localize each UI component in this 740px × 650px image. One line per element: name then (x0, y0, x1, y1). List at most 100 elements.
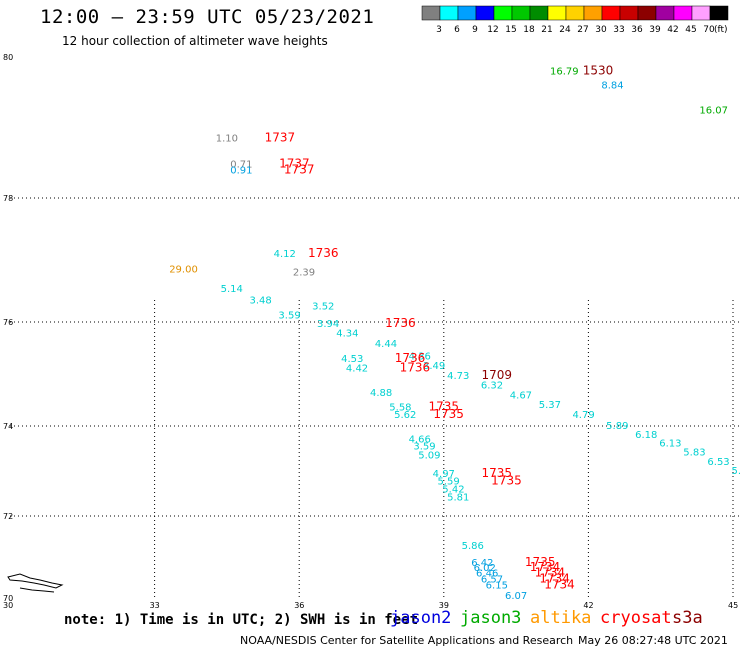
legend-swatch (421, 5, 441, 21)
wave-height-value: 4.97 (433, 469, 455, 480)
map-grid (10, 197, 740, 598)
lat-label: 74 (3, 422, 13, 431)
legend-swatch (655, 5, 675, 21)
lat-label: 70 (3, 594, 13, 603)
satellite-legend-item: jason3 (460, 608, 522, 628)
lat-label: 80 (3, 53, 13, 62)
observation-time: 1709 (482, 368, 513, 382)
observation-time: 1734 (535, 565, 566, 579)
legend-swatch (493, 5, 513, 21)
observation-time: 1735 (491, 474, 522, 488)
observation-time: 1737 (284, 162, 315, 176)
wave-height-value: 3.49 (423, 361, 445, 372)
legend-bin-label: 36 (631, 25, 643, 35)
wave-height-value: 6.02 (474, 563, 496, 574)
wave-height-value: 4.44 (375, 339, 397, 350)
wave-height-value: 4.88 (370, 388, 392, 399)
wave-height-value: 5.09 (418, 450, 440, 461)
legend-bin-label: 30 (595, 25, 607, 35)
legend-bin-label: 6 (454, 25, 460, 35)
observation-time: 1736 (385, 316, 416, 330)
legend-bin-label: 18 (523, 25, 535, 35)
observation-time: 1530 (583, 64, 614, 78)
wave-height-value: 6.57 (481, 574, 503, 585)
wave-height-value: 3.52 (312, 302, 334, 313)
wave-height-value: 4.66 (409, 435, 431, 446)
legend-bin-label: 27 (577, 25, 588, 35)
wave-height-value: 4.34 (336, 329, 358, 340)
wave-height-value: 6.15 (486, 581, 508, 592)
wave-height-value: 3.59 (413, 441, 435, 452)
observation-time: 1736 (400, 360, 431, 374)
legend-swatch (709, 5, 729, 21)
legend-swatch (565, 5, 585, 21)
lon-label: 39 (439, 601, 449, 610)
wave-height-value: 8.84 (601, 81, 623, 92)
satellite-legend-item: cryosat (600, 608, 672, 628)
wave-height-value: 6.42 (471, 558, 493, 569)
wave-height-value: 5.83 (683, 447, 705, 458)
wave-height-value: 4.36 (409, 351, 431, 362)
legend-bin-label: 3 (436, 25, 442, 35)
map-title: 12:00 – 23:59 UTC 05/23/2021 (40, 6, 375, 28)
wave-height-value: 6.53 (707, 457, 729, 468)
wave-height-value: 4.73 (447, 371, 469, 382)
wave-height-value: 4.12 (274, 249, 296, 260)
legend-swatch (529, 5, 549, 21)
observation-time: 1737 (279, 157, 310, 171)
wave-height-value: 16.07 (699, 105, 728, 116)
wave-height-value: 4.42 (346, 363, 368, 374)
wave-height-value: 4.79 (572, 410, 594, 421)
wave-height-value: 0.91 (230, 165, 252, 176)
wave-height-value: 16.79 (550, 67, 579, 78)
lon-label: 36 (294, 601, 304, 610)
observation-time: 1736 (395, 351, 426, 365)
legend-bin-label: 9 (472, 25, 478, 35)
wave-height-value: 5.62 (394, 410, 416, 421)
legend-swatch (457, 5, 477, 21)
satellite-legend-item: jason2 (390, 608, 452, 628)
wave-height-value: 5.58 (389, 402, 411, 413)
observation-time: 1735 (525, 555, 556, 569)
legend-bin-label: 21 (541, 25, 552, 35)
observation-time: 1737 (265, 131, 296, 145)
legend-swatch (691, 5, 711, 21)
wave-height-value: 5.37 (539, 400, 561, 411)
wave-height-value: 5.42 (442, 485, 464, 496)
wave-height-value: 1.10 (216, 134, 238, 145)
observation-time: 1734 (544, 578, 575, 592)
legend-swatch (673, 5, 693, 21)
legend-swatch (619, 5, 639, 21)
wave-height-value: 0.71 (230, 160, 252, 171)
legend-swatch (547, 5, 567, 21)
legend-bin-label: 39 (649, 25, 661, 35)
observation-time: 1736 (308, 246, 339, 260)
legend-bin-label: 15 (505, 25, 516, 35)
footnote: note: 1) Time is in UTC; 2) SWH is in fe… (64, 612, 419, 628)
credit-line: NOAA/NESDIS Center for Satellite Applica… (240, 634, 574, 647)
coastline (7, 573, 64, 593)
legend-bin-label: 45 (685, 25, 696, 35)
wave-height-value: 4.53 (341, 354, 363, 365)
wave-height-value: 5.81 (447, 492, 469, 503)
lon-label: 30 (3, 601, 13, 610)
legend-bin-label: 70 (703, 25, 715, 35)
wave-height-value: 5.89 (606, 421, 628, 432)
observation-time: 1735 (429, 399, 460, 413)
lon-label: 33 (150, 601, 160, 610)
satellite-legend-item: altika (530, 608, 592, 628)
lat-label: 76 (3, 318, 13, 327)
wave-height-value: 3.48 (250, 295, 272, 306)
legend-swatch (439, 5, 459, 21)
legend-swatch (601, 5, 621, 21)
wave-height-value: 4.67 (510, 390, 532, 401)
wave-height-value: 6.32 (481, 381, 503, 392)
observation-time: 1734 (539, 571, 570, 585)
legend-swatch (583, 5, 603, 21)
observation-time: 1735 (482, 466, 513, 480)
legend-bin-label: 33 (613, 25, 624, 35)
wave-height-value: 29.00 (169, 264, 198, 275)
wave-height-value: 3.59 (278, 310, 300, 321)
